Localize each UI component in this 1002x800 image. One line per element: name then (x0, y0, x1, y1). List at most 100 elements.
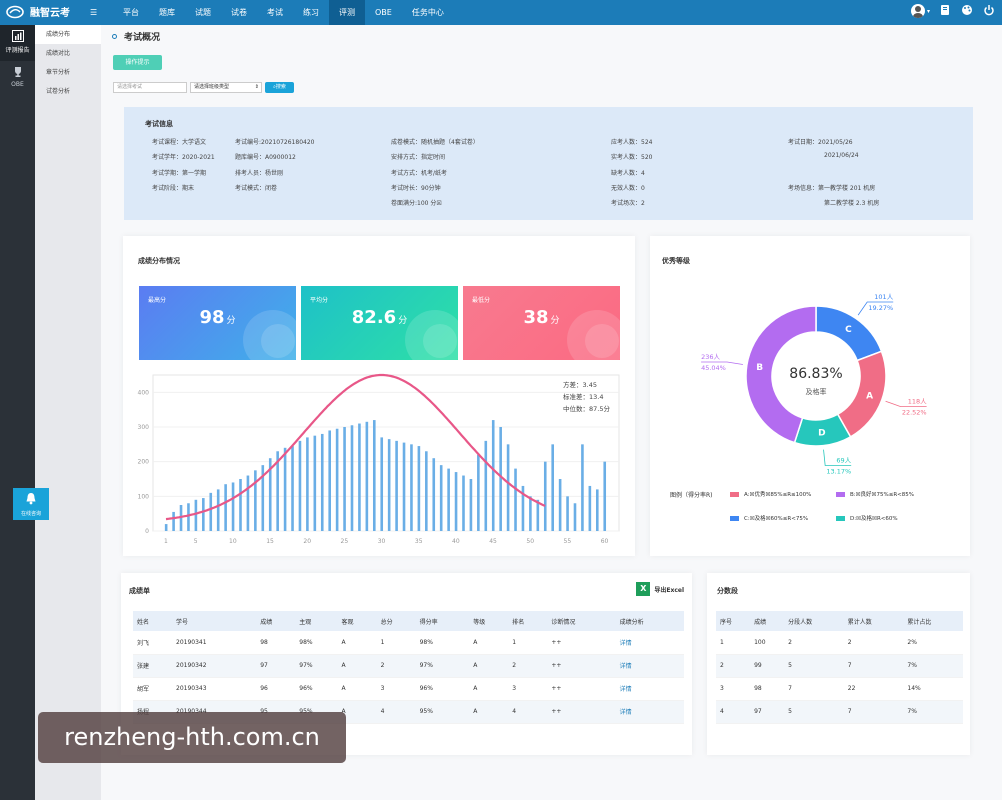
legend-label: B:☒良好☒75%≤R<85% (850, 492, 914, 498)
stat-box: 最低分 38 分 (463, 286, 620, 360)
histogram-bar (432, 458, 436, 531)
nav-item[interactable]: OBE (375, 8, 392, 17)
callout-percent: 45.04% (701, 364, 726, 372)
subnav-item[interactable]: 章节分析 (46, 69, 71, 76)
sidebar-item-obe[interactable]: OBE (0, 61, 35, 97)
distribution-card: 成绩分布情况 最高分 98 分平均分 82.6 分最低分 38 分 0 100 200 300 40… (123, 236, 635, 556)
histogram-bar (595, 489, 599, 531)
slice-letter: D (818, 429, 825, 439)
help-button[interactable]: 操作提示 (113, 55, 162, 70)
exam-info-item: 考试学年：2020-2021 (152, 154, 215, 162)
x-tick-label: 55 (564, 538, 572, 545)
grade-level-title: 优秀等级 (662, 257, 690, 265)
table-cell: 97% (415, 654, 470, 678)
histogram-bar (268, 458, 272, 531)
table-cell: 2 (376, 654, 416, 678)
callout-percent: 19.27% (868, 304, 893, 312)
table-cell: 4 (716, 700, 751, 724)
online-consult-button[interactable]: 在线咨询 (13, 488, 49, 520)
detail-link[interactable]: 详情 (615, 700, 684, 724)
sub-sidebar: 成绩分布成绩对比章节分析试卷分析 (35, 25, 101, 800)
table-cell: 98% (295, 631, 338, 655)
detail-link[interactable]: 详情 (615, 677, 684, 701)
exam-info-item: 2021/06/24 (824, 152, 859, 160)
column-header: 总分 (376, 611, 416, 631)
bar-chart-icon (0, 30, 35, 45)
slice-letter: C (845, 325, 852, 335)
stat-unit: 分 (550, 316, 560, 326)
histogram-bar (566, 496, 569, 531)
exam-info-column: 考试日期：2021/05/26 2021/06/24 考场信息：第一教学楼 201 … (788, 137, 879, 213)
logo[interactable]: 融智云考 (6, 4, 70, 19)
histogram-bar (239, 479, 242, 531)
table-header-row: 姓名 学号 成绩 主观 客观 总分 得分率 等级 排名 诊断情况 成绩分析 (133, 611, 684, 631)
nav-item[interactable]: 题库 (159, 8, 175, 17)
nav-item[interactable]: 评测 (329, 0, 365, 25)
pass-rate-value: 86.83% (789, 366, 842, 382)
book-icon[interactable] (938, 4, 952, 18)
class-type-select[interactable]: 请选择班级类型 ⇕ (190, 82, 262, 93)
exam-info-item: 考试时长：90分钟 (391, 184, 441, 192)
column-header: 主观 (295, 611, 338, 631)
nav-item[interactable]: 练习 (303, 8, 319, 17)
table-cell: A (469, 654, 509, 678)
detail-link[interactable]: 详情 (615, 631, 684, 655)
x-tick-label: 10 (229, 538, 237, 545)
callout-count: 69人 (836, 457, 851, 465)
plot-area (152, 374, 620, 532)
power-icon[interactable] (982, 4, 996, 18)
exam-info-item: 排考人员：杨世刚 (235, 169, 284, 177)
avatar-caret-icon: ▾ (926, 7, 930, 15)
grade-level-card: 优秀等级 C A D B 86.83% 及格率 101人 19.27% 118人 22.52% 69… (650, 236, 970, 556)
search-icon: ⌕ (273, 84, 276, 90)
exam-select[interactable]: 请选择考试 (113, 82, 187, 93)
palette-icon[interactable] (960, 4, 974, 18)
search-button[interactable]: ⌕搜索 (265, 82, 294, 93)
stat-box: 最高分 98 分 (139, 286, 296, 360)
table-cell: 5 (784, 654, 844, 678)
histogram-bar (187, 503, 190, 531)
detail-link[interactable]: 详情 (615, 654, 684, 678)
legend-item: B:☒良好☒75%≤R<85% (836, 490, 914, 498)
histogram-bar (551, 444, 554, 531)
donut-chart: C A D B 86.83% 及格率 101人 19.27% 118人 22.52% 69人 13.1… (701, 293, 927, 476)
subnav-item[interactable]: 成绩对比 (46, 50, 71, 57)
main-content: 考试概况 操作提示 请选择考试 请选择班级类型 ⇕ ⌕搜索 考试信息 考试课程：… (101, 25, 1002, 800)
histogram-bar (603, 461, 607, 531)
histogram-bar (261, 465, 265, 531)
nav-item[interactable]: 平台 (123, 8, 139, 17)
export-excel-label: 导出Excel (654, 586, 684, 594)
watermark: renzheng-hth.com.cn (38, 712, 346, 763)
callout-line (885, 400, 927, 408)
exam-info-item: 考场信息：第一教学楼 201 机房 (788, 184, 876, 192)
sidebar: 评测报告 OBE (0, 25, 35, 800)
table-cell: A (469, 677, 509, 701)
user-avatar[interactable]: ▾ (910, 4, 930, 18)
segments-table-wrap: 序号 成绩 分段人数 累计人数 累计占比 1 100 2 2 2% 2 99 5 7 7% 3 98 7 22 14%… (716, 611, 963, 724)
exam-info-item: 题库编号：A0900012 (235, 154, 296, 162)
histogram-bar (172, 511, 175, 531)
segments-card: 分数段 序号 成绩 分段人数 累计人数 累计占比 1 100 2 2 2% 2 99 5 7 7% 3 98 7 2… (707, 573, 970, 755)
nav-item[interactable]: 试卷 (231, 8, 247, 17)
nav-item[interactable]: 任务中心 (411, 8, 444, 17)
table-cell: 99 (750, 654, 785, 678)
export-excel-button[interactable]: X 导出Excel (636, 582, 684, 596)
subnav-item[interactable]: 成绩分布 (35, 25, 101, 44)
sidebar-item-report[interactable]: 评测报告 (0, 25, 35, 61)
nav-item[interactable]: 考试 (267, 8, 283, 17)
legend-label: A:☒优秀☒85%≤R≤100% (744, 492, 812, 498)
table-cell: ++ (547, 654, 616, 678)
histogram-bar (588, 485, 592, 531)
legend-item: C:☒及格☒60%≤R<75% (730, 514, 808, 522)
subnav-item[interactable]: 试卷分析 (46, 88, 71, 95)
distribution-title: 成绩分布情况 (138, 257, 180, 265)
menu-collapse-icon[interactable]: ☰ (90, 8, 98, 17)
histogram-bar (484, 440, 488, 531)
nav-item[interactable]: 试题 (195, 8, 211, 17)
legend-label: C:☒及格☒60%≤R<75% (744, 516, 809, 522)
online-consult-label: 在线咨询 (20, 511, 41, 517)
main-nav: 平台 题库 试题 试卷 考试 练习 评测 OBE 任务中心 (113, 0, 454, 25)
table-cell: 5 (784, 700, 844, 724)
grades-title: 成绩单 (129, 587, 150, 595)
histogram-bar (291, 446, 294, 531)
